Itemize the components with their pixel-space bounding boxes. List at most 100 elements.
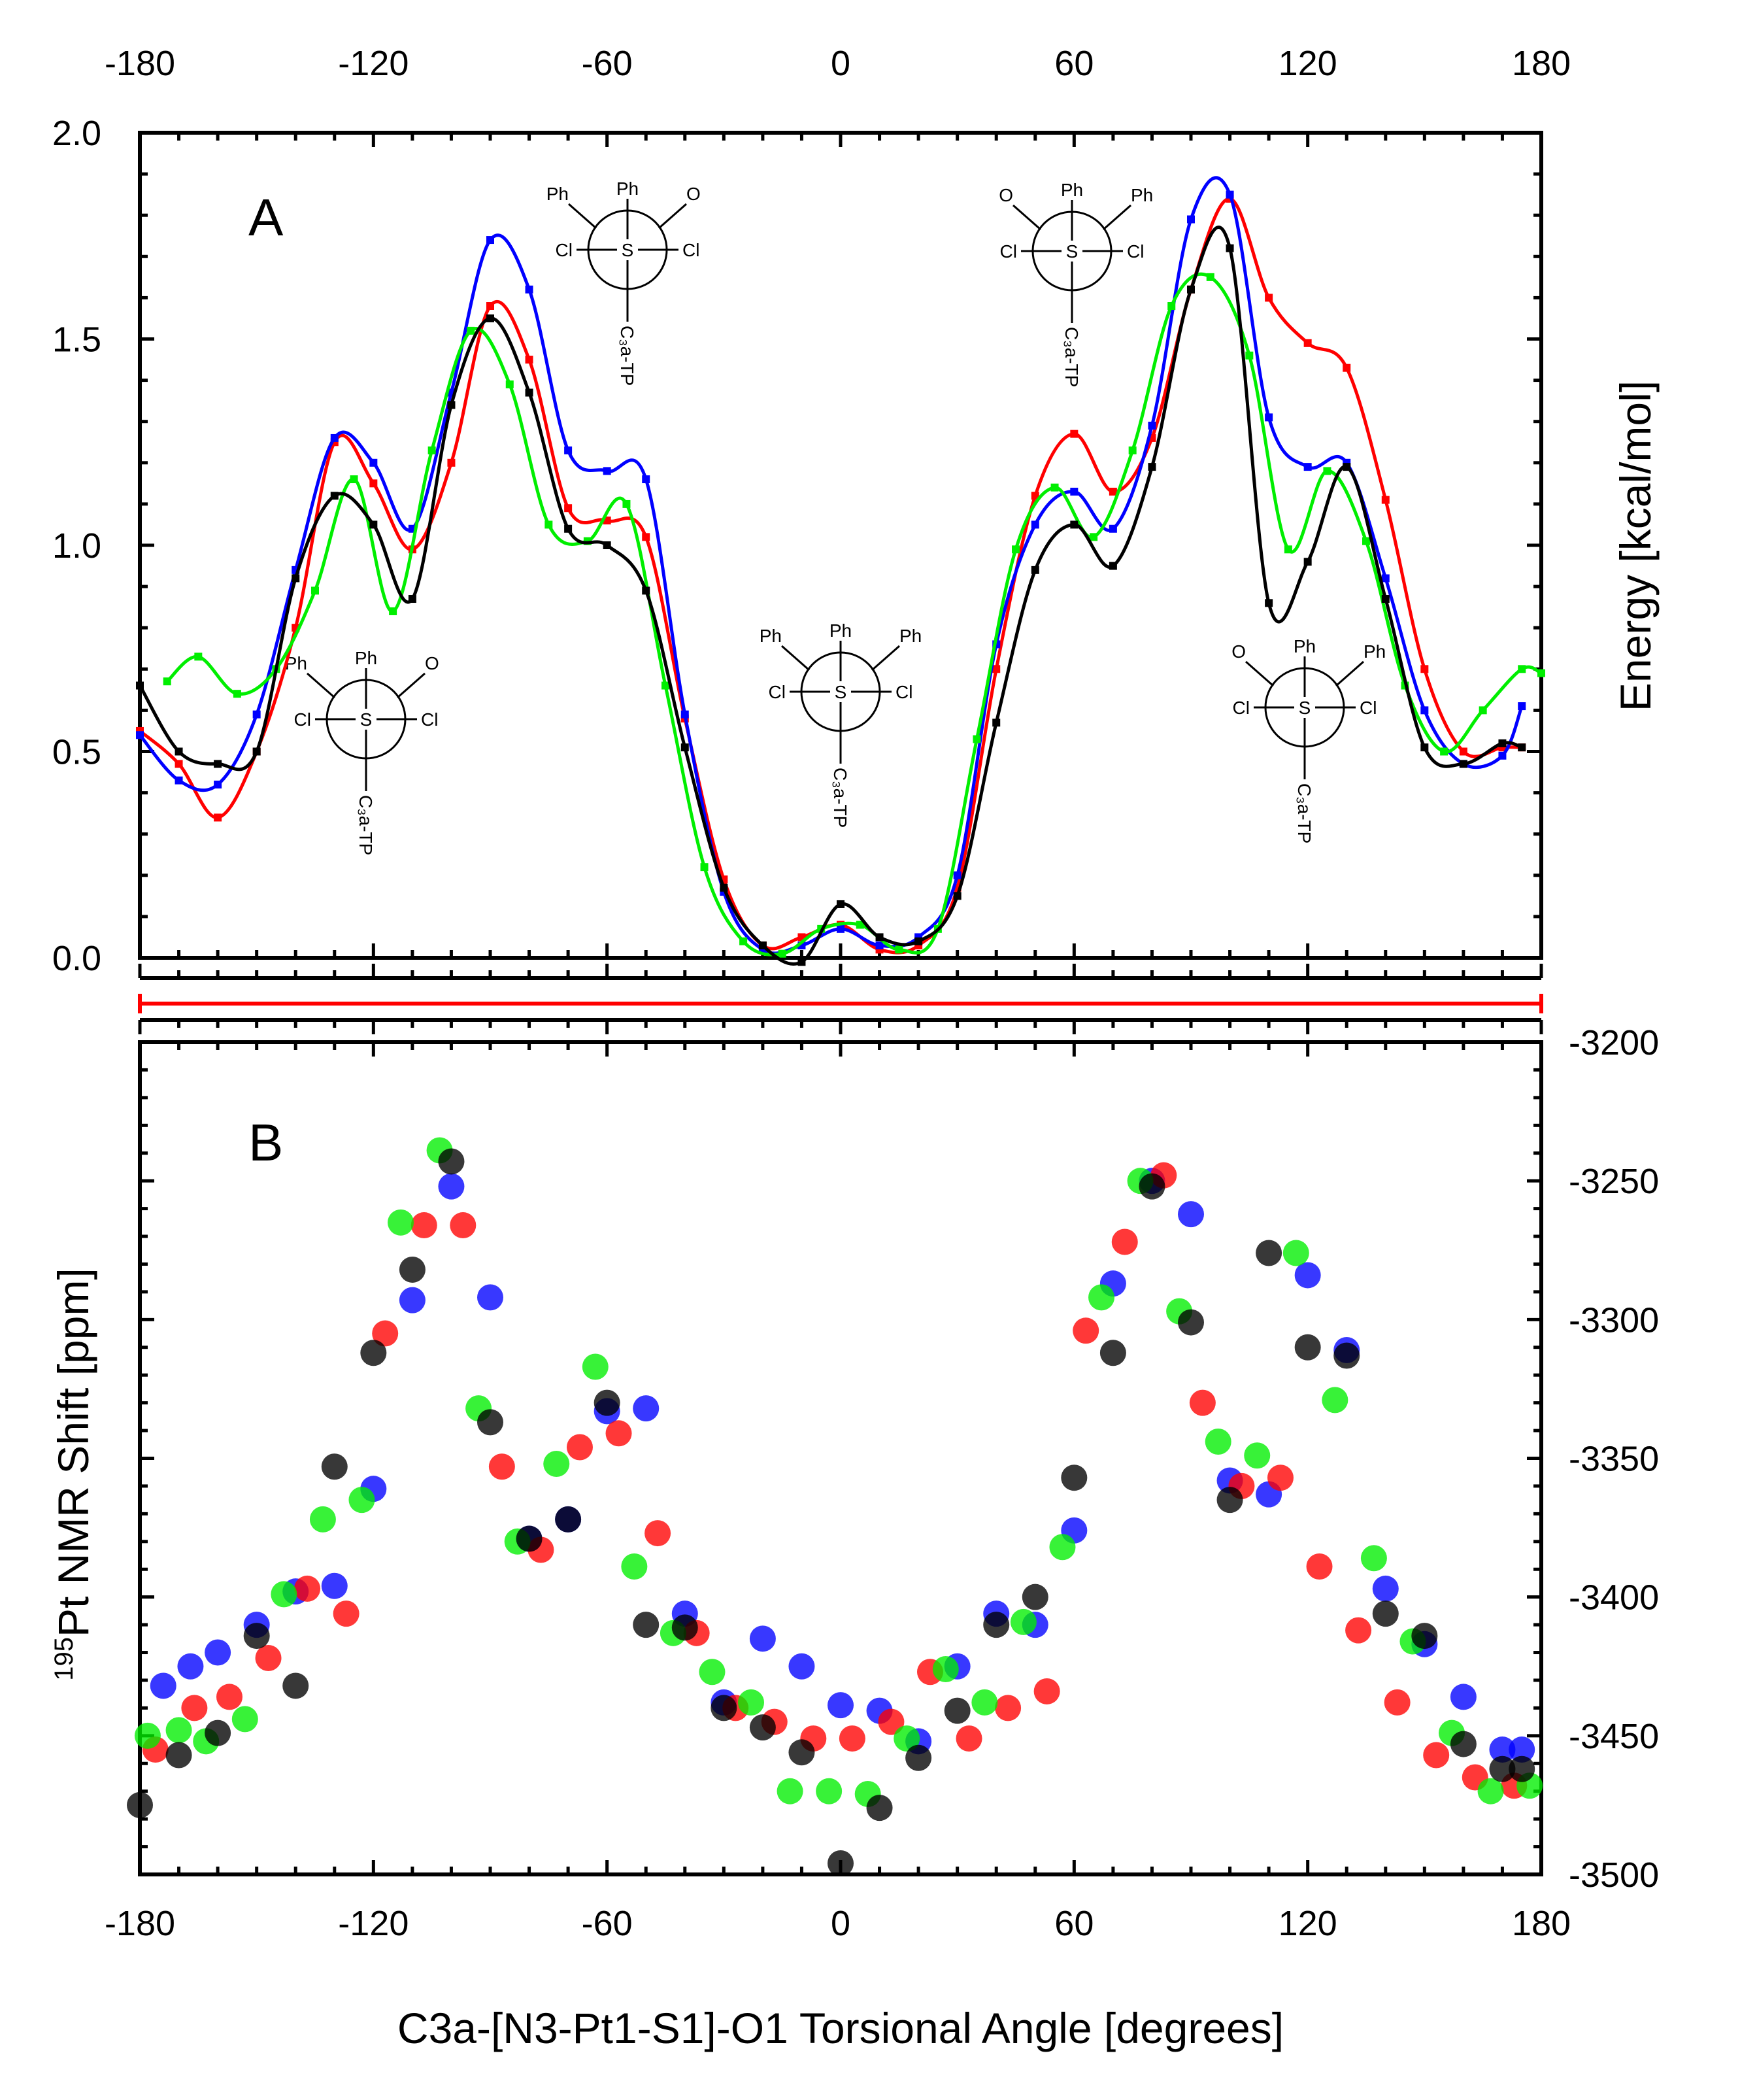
data-point [953,892,962,900]
panel-a: -180 -120 -60 0 60 120 180 0.0 0.5 1.0 1.5 2.0 S Ph C… [52,44,1660,980]
data-point [1205,1429,1231,1455]
x-tick-label-bottom: 180 [1512,1904,1571,1943]
newman-center-atom: S [1066,241,1079,262]
data-point [438,1148,465,1175]
data-point [165,1742,192,1769]
data-point [749,1714,776,1741]
y-tick-label: -3350 [1569,1440,1659,1479]
newman-back-right: O [425,653,439,673]
newman-projection: S Ph Cl Cl Ph Ph C₃a-TP [760,620,922,828]
data-point [944,1697,971,1724]
data-point [177,1653,204,1680]
newman-right: Cl [895,682,912,702]
data-point [1216,1487,1243,1514]
newman-back-right: O [686,184,701,204]
newman-left: Cl [1233,698,1250,718]
data-point [1303,558,1312,566]
data-point [1303,339,1312,347]
newman-projection: S Ph Cl Cl O Ph C₃a-TP [999,180,1153,387]
data-point [992,719,1001,727]
newman-front-top: Ph [1294,636,1316,656]
data-point [875,933,884,941]
newman-projections: S Ph Cl Cl Ph O C₃a-TP S Ph Cl Cl Ph O C₃a-TP S Ph Cl Cl P… [285,178,1386,855]
newman-back-right: Ph [1364,641,1386,662]
x-tick-label-top: 120 [1279,44,1337,83]
data-point [330,492,339,500]
data-point [525,356,533,364]
newman-right: Cl [1360,698,1377,718]
data-point [1187,285,1195,294]
data-point [837,924,845,933]
data-point [1256,1240,1282,1266]
data-point [243,1623,270,1650]
data-point [788,1739,815,1766]
newman-center-atom: S [360,709,373,730]
data-point [321,1572,348,1599]
newman-back-left: O [999,185,1013,205]
data-point [1139,1173,1165,1200]
data-point [205,1639,231,1666]
data-point [1459,760,1467,768]
panel-divider [138,994,1543,1013]
y-tick-label: -3450 [1569,1717,1659,1756]
newman-left: Cl [294,709,311,730]
newman-front-bottom: C₃a-TP [356,795,376,855]
data-point [175,747,183,756]
data-point [1381,595,1390,603]
data-point [369,479,378,488]
data-point [1031,520,1039,529]
x-tick-label-bottom: -60 [582,1904,633,1943]
data-point [214,780,222,788]
data-point [1489,1736,1516,1763]
data-point [447,458,456,467]
data-point [1518,665,1526,673]
newman-center-atom: S [622,240,634,260]
data-point [1372,1575,1399,1602]
data-point [738,1689,765,1716]
data-point [1306,1553,1333,1580]
data-point [1111,1228,1138,1255]
data-point [1509,1755,1535,1782]
data-point [1245,351,1254,360]
data-point [914,937,923,945]
data-point [839,1725,865,1752]
data-point [252,747,261,756]
data-point [294,1575,321,1602]
data-point [1411,1623,1438,1650]
data-point [1360,1545,1387,1572]
panel-b-series [127,1137,1543,1877]
data-point [447,401,456,409]
data-point [231,1706,258,1733]
data-point [1088,1284,1115,1311]
data-point [181,1695,208,1721]
newman-front-bottom: C₃a-TP [1294,783,1314,843]
data-point [680,743,689,752]
data-point [477,1409,503,1436]
data-point [1282,1240,1309,1266]
data-point [1265,599,1273,607]
x-tick-label-top: -120 [338,44,409,83]
x-tick-label-top: -60 [582,44,633,83]
x-tick-label-top: 0 [831,44,850,83]
panel-a-series [136,176,1545,966]
data-point [194,652,203,661]
newman-projection: S Ph Cl Cl O Ph C₃a-TP [1231,636,1386,843]
data-point [1509,1736,1535,1763]
data-point [633,1612,660,1638]
data-point [1099,1340,1126,1366]
data-point [477,1284,503,1311]
y-axis-title-main: Pt NMR Shift [ppm] [49,1268,97,1637]
data-point [699,1659,726,1685]
data-point [1440,747,1448,756]
y-tick-label: -3400 [1569,1578,1659,1617]
newman-back-left: O [1231,641,1246,662]
data-point [216,1684,243,1710]
data-point [516,1525,543,1552]
bond [1012,204,1041,231]
data-point [311,586,319,595]
data-point [1420,743,1429,752]
data-point [856,921,864,929]
x-tick-label-bottom: -180 [105,1904,175,1943]
